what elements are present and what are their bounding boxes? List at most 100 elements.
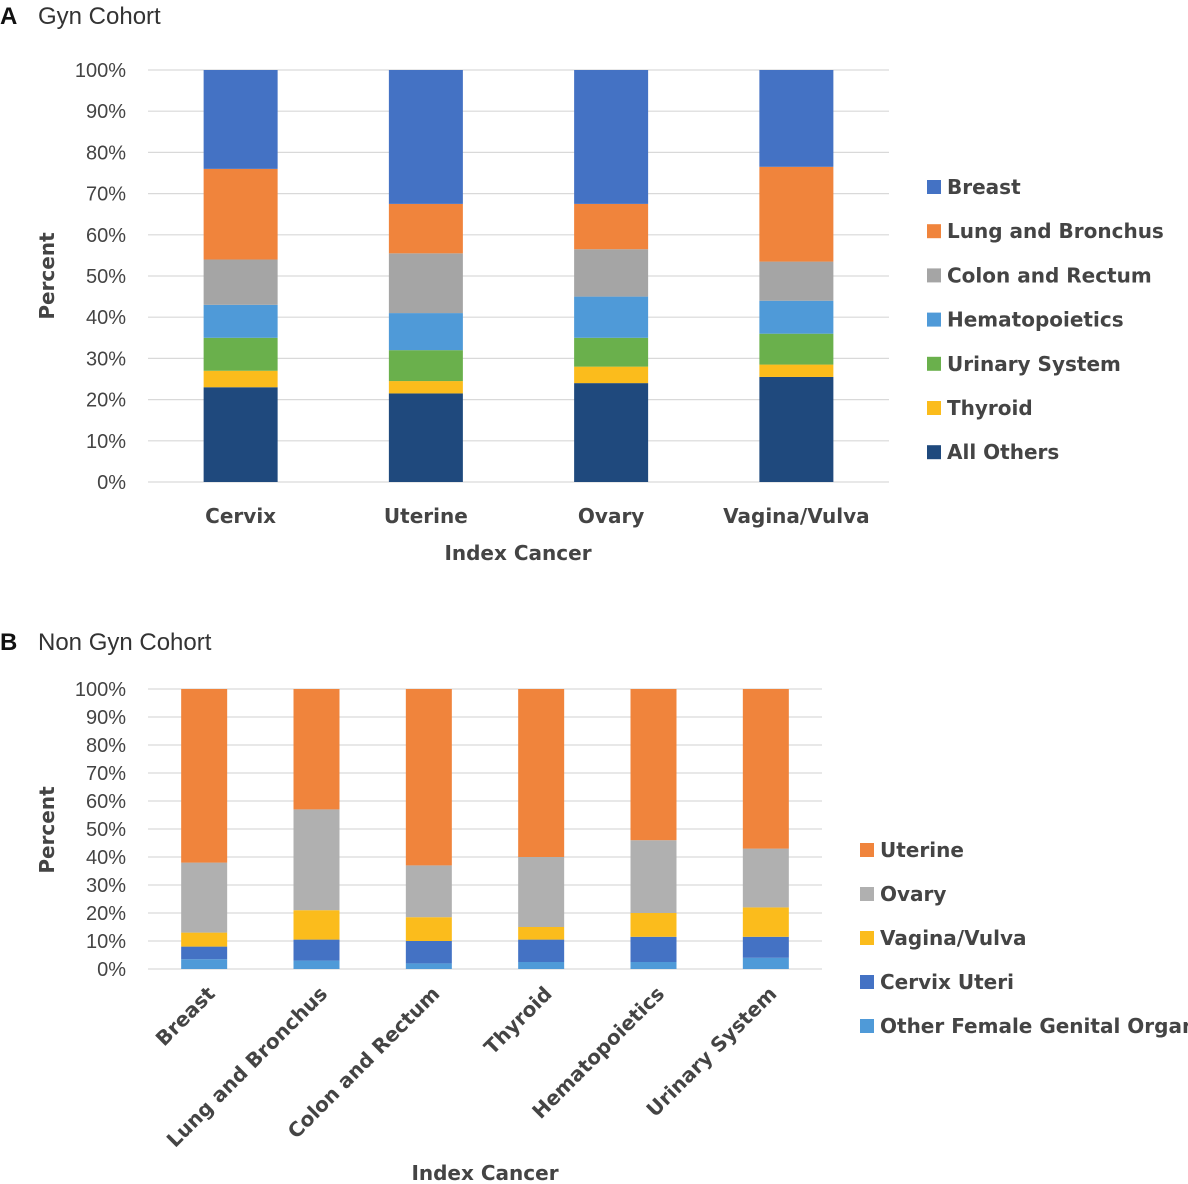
bar-segment xyxy=(759,364,834,377)
legend-label: Breast xyxy=(947,175,1021,199)
bar-segment xyxy=(203,168,278,260)
bar-segment xyxy=(293,689,340,810)
bar-segment xyxy=(518,939,565,962)
bar-segment xyxy=(181,959,228,969)
chart-b-xlabel: Index Cancer xyxy=(411,1161,558,1184)
y-tick-label: 100% xyxy=(75,679,126,701)
bar-segment xyxy=(630,936,677,962)
bar-segment xyxy=(742,936,789,958)
bar-segment xyxy=(388,70,463,204)
panel-a-letter: A xyxy=(0,3,17,30)
bar-segment xyxy=(574,337,649,367)
bar-segment xyxy=(181,932,228,947)
y-tick-label: 50% xyxy=(86,266,126,288)
bar-segment xyxy=(759,300,834,334)
legend-swatch xyxy=(860,975,874,989)
legend-label: All Others xyxy=(947,440,1059,464)
bar-segment xyxy=(742,848,789,908)
bar-segment xyxy=(630,913,677,937)
legend-swatch xyxy=(927,445,941,460)
x-tick-label: Ovary xyxy=(578,504,644,528)
legend-swatch xyxy=(927,180,941,194)
bar-segment xyxy=(203,70,278,169)
bar-segment xyxy=(759,70,834,167)
legend-label: Cervix Uteri xyxy=(880,970,1014,994)
y-tick-label: 50% xyxy=(86,819,126,841)
panel-b-title: Non Gyn Cohort xyxy=(38,629,212,656)
y-tick-label: 0% xyxy=(97,472,126,494)
legend-swatch xyxy=(927,268,941,283)
y-tick-label: 10% xyxy=(86,431,126,453)
bar-segment xyxy=(203,304,278,338)
bar-segment xyxy=(759,333,834,365)
bar-segment xyxy=(630,962,677,969)
panel-b-letter: B xyxy=(0,629,17,656)
chart-a-xlabel: Index Cancer xyxy=(444,541,591,565)
legend-label: Lung and Bronchus xyxy=(947,219,1164,243)
y-tick-label: 0% xyxy=(97,959,126,981)
bar-segment xyxy=(574,366,649,384)
bar-segment xyxy=(742,689,789,849)
bar-segment xyxy=(630,840,677,913)
bar-segment xyxy=(518,689,565,857)
chart-b-ylabel: Percent xyxy=(35,786,59,874)
bar-segment xyxy=(181,689,228,863)
bar-segment xyxy=(759,376,834,482)
y-tick-label: 90% xyxy=(86,101,126,123)
bar-segment xyxy=(518,857,565,927)
bar-segment xyxy=(742,957,789,969)
bar-segment xyxy=(405,941,452,964)
chart-b: 0%10%20%30%40%50%60%70%80%90%100%BreastL… xyxy=(75,679,1188,1152)
bar-segment xyxy=(388,253,463,314)
bar-segment xyxy=(518,927,565,940)
bar-segment xyxy=(203,259,278,305)
y-tick-label: 40% xyxy=(86,307,126,329)
legend-label: Ovary xyxy=(880,882,946,906)
y-tick-label: 20% xyxy=(86,903,126,925)
bar-segment xyxy=(518,962,565,969)
y-tick-label: 100% xyxy=(75,60,126,82)
y-tick-label: 10% xyxy=(86,931,126,953)
bar-segment xyxy=(181,862,228,933)
legend-label: Urinary System xyxy=(947,352,1121,376)
y-tick-label: 70% xyxy=(86,184,126,206)
y-tick-label: 40% xyxy=(86,847,126,869)
y-tick-label: 30% xyxy=(86,875,126,897)
y-tick-label: 80% xyxy=(86,142,126,164)
legend-swatch xyxy=(927,401,941,415)
bar-segment xyxy=(405,963,452,969)
y-tick-label: 20% xyxy=(86,390,126,412)
legend-label: Hematopoietics xyxy=(947,308,1124,332)
bar-segment xyxy=(630,689,677,841)
x-tick-label: Uterine xyxy=(384,504,468,528)
panel-a-title: Gyn Cohort xyxy=(38,3,161,30)
bar-segment xyxy=(759,261,834,301)
y-tick-label: 60% xyxy=(86,791,126,813)
bar-segment xyxy=(203,370,278,388)
y-tick-label: 90% xyxy=(86,707,126,729)
bar-segment xyxy=(203,387,278,482)
bar-segment xyxy=(405,917,452,941)
bar-segment xyxy=(388,350,463,382)
bar-segment xyxy=(293,939,340,961)
legend-swatch xyxy=(860,843,874,857)
bar-segment xyxy=(388,203,463,254)
y-tick-label: 60% xyxy=(86,225,126,247)
legend-swatch xyxy=(860,887,874,901)
legend-label: Vagina/Vulva xyxy=(880,926,1026,950)
chart-a: 0% 10% 20% 30% 40% 50% 60% 70% 80% 90% 100% Cervix U… xyxy=(75,60,1164,528)
y-tick-label: 70% xyxy=(86,763,126,785)
legend-label: Other Female Genital Organs xyxy=(880,1014,1188,1038)
bar-segment xyxy=(759,166,834,262)
bar-segment xyxy=(181,946,228,960)
bar-segment xyxy=(203,337,278,371)
chart-a-ylabel: Percent xyxy=(35,232,59,320)
y-tick-label: 80% xyxy=(86,735,126,757)
x-tick-label: Breast xyxy=(151,981,220,1050)
bar-segment xyxy=(574,249,649,297)
x-tick-label: Vagina/Vulva xyxy=(723,504,869,528)
bar-segment xyxy=(405,865,452,918)
bar-segment xyxy=(388,381,463,394)
bar-segment xyxy=(574,296,649,338)
